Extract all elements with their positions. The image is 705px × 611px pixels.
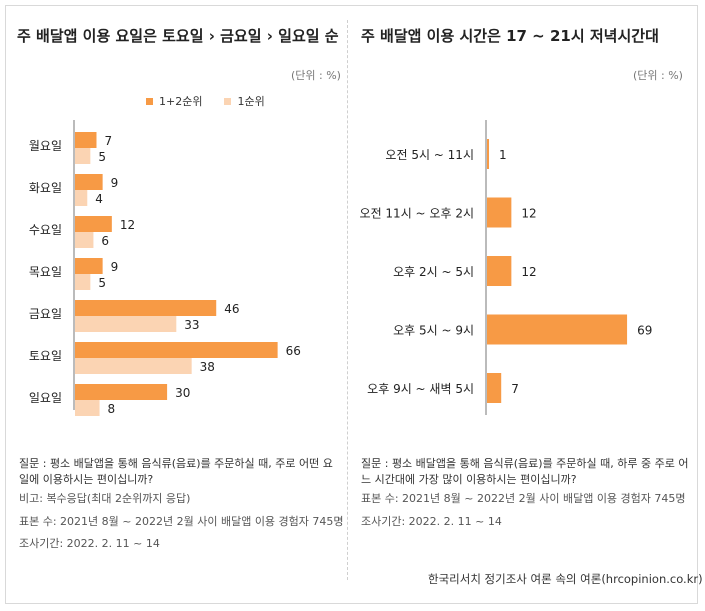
right-bar-value-label: 1: [499, 148, 507, 162]
right-category-label: 오후 2시 ~ 5시: [393, 265, 474, 279]
left-bar-series2: [75, 148, 91, 164]
left-bar-series1: [75, 258, 103, 274]
right-bar: [487, 197, 512, 228]
left-category-label: 수요일: [29, 223, 62, 237]
left-category-label: 월요일: [29, 139, 62, 153]
left-bar-series1: [75, 132, 97, 148]
left-bar-value-label: 46: [224, 302, 239, 316]
left-bar-series2: [75, 190, 88, 206]
left-bar-value-label: 12: [120, 218, 135, 232]
left-bar-value-label: 66: [286, 344, 301, 358]
right-sample-note: 표본 수: 2021년 8월 ~ 2022년 2월 사이 배달앱 이용 경험자 …: [361, 492, 686, 505]
legend-swatch-series2: [224, 97, 232, 105]
left-category-label: 화요일: [29, 181, 62, 195]
left-bar-series1: [75, 342, 278, 358]
left-bar-value-label: 30: [175, 386, 190, 400]
right-bar-value-label: 69: [637, 324, 652, 338]
right-bar: [487, 139, 490, 169]
left-category-label: 목요일: [29, 265, 62, 279]
left-sample-note: 표본 수: 2021년 8월 ~ 2022년 2월 사이 배달앱 이용 경험자 …: [19, 515, 344, 528]
left-bar-series1: [75, 300, 217, 316]
left-bar-value-label: 5: [98, 150, 106, 164]
left-unit-label: (단위 : %): [291, 69, 341, 82]
right-unit-label: (단위 : %): [633, 69, 683, 82]
left-question-note: 질문 : 평소 배달앱을 통해 음식류(음료)를 주문하실 때, 주로 어떤 요…: [19, 457, 333, 486]
left-bar-value-label: 8: [108, 402, 116, 416]
right-bar-value-label: 12: [521, 207, 536, 221]
left-category-label: 일요일: [29, 391, 62, 405]
right-bar-value-label: 7: [511, 382, 519, 396]
right-chart-title: 주 배달앱 이용 시간은 17 ~ 21시 저녁시간대: [361, 27, 659, 45]
left-bar-value-label: 7: [104, 134, 112, 148]
right-bar: [487, 314, 628, 345]
left-bar-series1: [75, 384, 168, 400]
right-period-note: 조사기간: 2022. 2. 11 ~ 14: [361, 515, 502, 528]
left-period-note: 조사기간: 2022. 2. 11 ~ 14: [19, 537, 160, 550]
left-bar-series2: [75, 400, 100, 416]
legend-label-series2: 1순위: [237, 95, 265, 108]
right-category-label: 오후 9시 ~ 새벽 5시: [367, 382, 474, 396]
left-bar-series1: [75, 216, 112, 232]
right-category-label: 오후 5시 ~ 9시: [393, 324, 474, 338]
panel-divider: [347, 20, 348, 580]
legend-label-series1: 1+2순위: [159, 95, 203, 108]
left-bar-series2: [75, 274, 91, 290]
left-bar-value-label: 5: [98, 276, 106, 290]
left-bar-series2: [75, 232, 94, 248]
right-bar-value-label: 12: [521, 265, 536, 279]
left-chart-title: 주 배달앱 이용 요일은 토요일 › 금요일 › 일요일 순: [17, 27, 339, 45]
right-category-label: 오전 5시 ~ 11시: [385, 148, 474, 162]
right-bar: [487, 373, 502, 403]
left-bar-value-label: 4: [95, 192, 103, 206]
left-bar-value-label: 33: [184, 318, 199, 332]
legend-swatch-series1: [146, 97, 153, 105]
left-bar-value-label: 9: [111, 176, 119, 190]
left-bar-value-label: 38: [200, 360, 215, 374]
right-category-label: 오전 11시 ~ 오후 2시: [360, 207, 474, 221]
left-legend: 1+2순위 1순위: [146, 93, 265, 109]
left-bar-series2: [75, 358, 192, 374]
left-bar-series2: [75, 316, 177, 332]
left-bar-series1: [75, 174, 103, 190]
left-category-label: 토요일: [29, 349, 62, 363]
left-category-label: 금요일: [29, 307, 62, 321]
left-bar-value-label: 9: [111, 260, 119, 274]
source-credit: 한국리서치 정기조사 여론 속의 여론(hrcopinion.co.kr): [428, 572, 703, 586]
left-bar-value-label: 6: [101, 234, 109, 248]
left-remark-note: 비고: 복수응답(최대 2순위까지 응답): [19, 492, 191, 505]
right-question-note: 질문 : 평소 배달앱을 통해 음식류(음료)를 주문하실 때, 하루 중 주로…: [361, 457, 689, 486]
right-bar: [487, 256, 512, 286]
